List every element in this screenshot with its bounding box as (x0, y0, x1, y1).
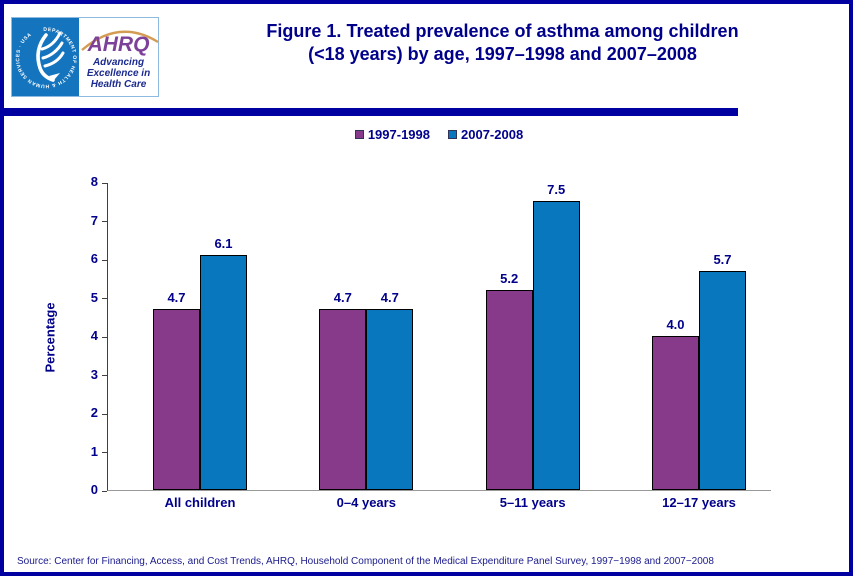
ahrq-tagline: Advancing Excellence in Health Care (87, 57, 150, 90)
y-axis-tick-label: 3 (90, 366, 98, 382)
bar-value-label: 7.5 (547, 182, 566, 198)
legend-item-2007-2008: 2007-2008 (448, 127, 523, 142)
y-axis-tick-label: 8 (90, 174, 98, 189)
y-axis-tick-label: 0 (90, 482, 98, 497)
bar-value-label: 4.7 (333, 290, 352, 306)
y-axis-tick (102, 182, 107, 184)
legend-label: 2007-2008 (461, 127, 524, 142)
y-axis-tick-label: 4 (90, 328, 98, 343)
y-axis-tick-label: 6 (90, 251, 98, 266)
bar-value-label: 4.7 (380, 290, 399, 306)
bar-1997-1998-5–11 years (485, 289, 533, 490)
figure-title-line1: Figure 1. Treated prevalence of asthma a… (266, 21, 739, 41)
y-axis-tick (102, 375, 107, 376)
hhs-eagle-icon: DEPARTMENT OF HEALTH & HUMAN SERVICES · … (15, 27, 76, 89)
y-axis-tick (102, 413, 107, 415)
hhs-seal: DEPARTMENT OF HEALTH & HUMAN SERVICES · … (12, 18, 79, 96)
legend-label: 1997-1998 (367, 127, 430, 142)
y-axis-tick (102, 259, 107, 261)
bar-1997-1998-0–4 years (319, 309, 367, 490)
x-axis-category-label: 5–11 years (499, 495, 566, 510)
swoosh-arc-icon (81, 30, 159, 51)
ahrq-tagline-line3: Health Care (90, 79, 147, 90)
ahrq-hhs-logo: DEPARTMENT OF HEALTH & HUMAN SERVICES · … (11, 17, 159, 97)
bar-value-label: 4.7 (167, 290, 186, 306)
ahrq-logo-panel: AHRQ Advancing Excellence in Health Care (79, 18, 159, 96)
legend-item-1997-1998: 1997-1998 (354, 127, 430, 142)
header-divider-band (4, 108, 738, 116)
x-axis-category-label: 0–4 years (336, 495, 396, 510)
bar-2007-2008-All children (200, 255, 247, 490)
y-axis-tick (102, 298, 107, 299)
y-axis-title-wrap: Percentage (42, 183, 58, 491)
y-axis-tick-label: 5 (90, 289, 98, 305)
legend-swatch-icon (448, 130, 457, 139)
bar-value-label: 5.2 (500, 270, 519, 286)
bar-value-label: 4.0 (666, 317, 685, 332)
y-axis-tick-label: 1 (90, 443, 98, 459)
legend-swatch-icon (354, 130, 364, 139)
y-axis-tick (102, 336, 107, 338)
ahrq-tagline-line1: Advancing (92, 57, 145, 68)
bar-chart-plot-area: Percentage 0 1 2 3 4 5 6 7 8 4.7 6.1 All children 4.… (43, 174, 771, 510)
ahrq-acronym: AHRQ (87, 33, 150, 56)
bar-1997-1998-All children (153, 309, 200, 490)
y-axis-title: Percentage (42, 301, 58, 373)
y-axis-tick-label: 2 (90, 405, 98, 420)
x-axis-category-label: 12–17 years (662, 495, 736, 510)
y-axis-tick (102, 221, 107, 222)
bar-value-label: 6.1 (214, 236, 233, 252)
ahrq-tagline-line2: Excellence in (86, 68, 151, 79)
bar-2007-2008-5–11 years (532, 201, 580, 490)
y-axis-tick (102, 490, 107, 492)
bar-2007-2008-0–4 years (366, 309, 414, 490)
source-note: Source: Center for Financing, Access, an… (17, 556, 714, 567)
y-axis-tick-label: 7 (90, 212, 98, 228)
bar-value-label: 5.7 (713, 251, 732, 267)
bar-1997-1998-12–17 years (652, 336, 699, 490)
bar-2007-2008-12–17 years (699, 270, 746, 490)
y-axis-tick (102, 452, 107, 453)
chart-legend: 1997-1998 2007-2008 (107, 127, 771, 142)
x-axis-category-label: All children (164, 495, 236, 510)
figure-title-line2: (<18 years) by age, 1997–1998 and 2007–2… (308, 44, 697, 64)
figure-title: Figure 1. Treated prevalence of asthma a… (172, 20, 833, 66)
